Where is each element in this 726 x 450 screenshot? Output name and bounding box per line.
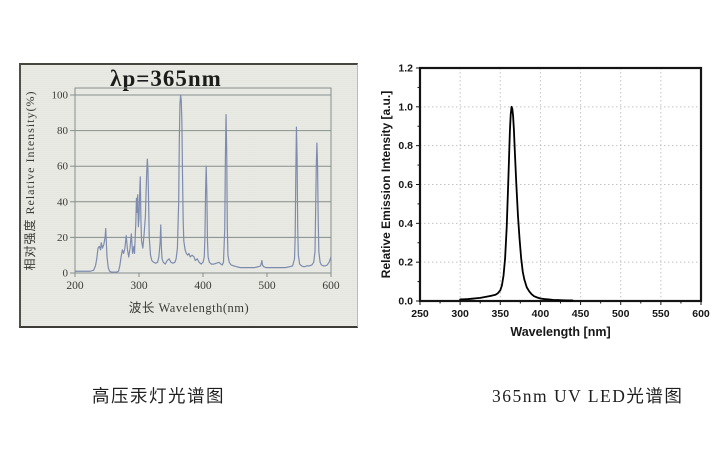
led-x-tick-label: 500 [612,308,630,320]
led-x-tick-label: 450 [572,308,590,320]
mercury-x-tick-label: 600 [322,280,340,292]
mercury-x-tick-label: 400 [194,280,212,292]
mercury-y-tick-label: 80 [57,125,69,137]
mercury-x-tick-label: 300 [130,280,148,292]
led-figure-caption: 365nm UV LED光谱图 [492,386,684,406]
mercury-y-tick-label: 60 [57,161,69,173]
led-x-tick-label: 250 [411,308,429,320]
led-spectrum-chart: 250 300 350 400 450 500 550 600 0.0 0.2 0.4 0.6 0.8 1… [380,63,710,340]
led-y-tick-label: 0.6 [398,179,413,191]
mercury-figure-caption: 高压汞灯光谱图 [92,386,225,406]
mercury-x-tick-label: 200 [66,280,84,292]
led-x-tick-label: 350 [492,308,510,320]
mercury-x-tick-label: 500 [258,280,276,292]
mercury-spectrum-curve [75,94,332,273]
led-y-tick-label: 1.2 [398,63,413,75]
mercury-lamp-scanned-figure: λp=365nm 0 20 40 60 80 100 200 300 400 500 600 相对强度… [19,63,358,328]
led-x-tick-label: 400 [532,308,550,320]
mercury-y-tick-label: 0 [63,268,69,280]
mercury-y-tick-label: 40 [57,196,69,208]
mercury-y-axis-label: 相对强度 Relative Intensity(%) [22,91,37,271]
led-y-axis-label: Relative Emission Intensity [a.u.] [380,91,393,278]
led-x-axis-label: Wavelength [nm] [510,325,610,339]
mercury-plot-frame [74,87,332,274]
mercury-y-tick-label: 100 [52,90,69,102]
led-x-tick-label: 550 [652,308,670,320]
led-y-tick-label: 0.8 [398,140,413,152]
led-y-tick-label: 0.4 [398,218,413,230]
led-y-tick-label: 1.0 [398,101,413,113]
led-x-tick-label: 600 [692,308,710,320]
led-spectrum-curve [459,105,574,302]
led-y-tick-label: 0.2 [398,257,413,269]
mercury-y-tick-label: 20 [57,232,69,244]
mercury-x-axis-label: 波长 Wavelength(nm) [129,301,249,315]
led-y-tick-label: 0.0 [398,296,413,308]
mercury-chart-title: λp=365nm [110,66,222,91]
mercury-spectrum-chart: 0 20 40 60 80 100 200 300 400 500 600 相对强度 Relative… [22,87,340,315]
led-x-tick-label: 300 [451,308,469,320]
